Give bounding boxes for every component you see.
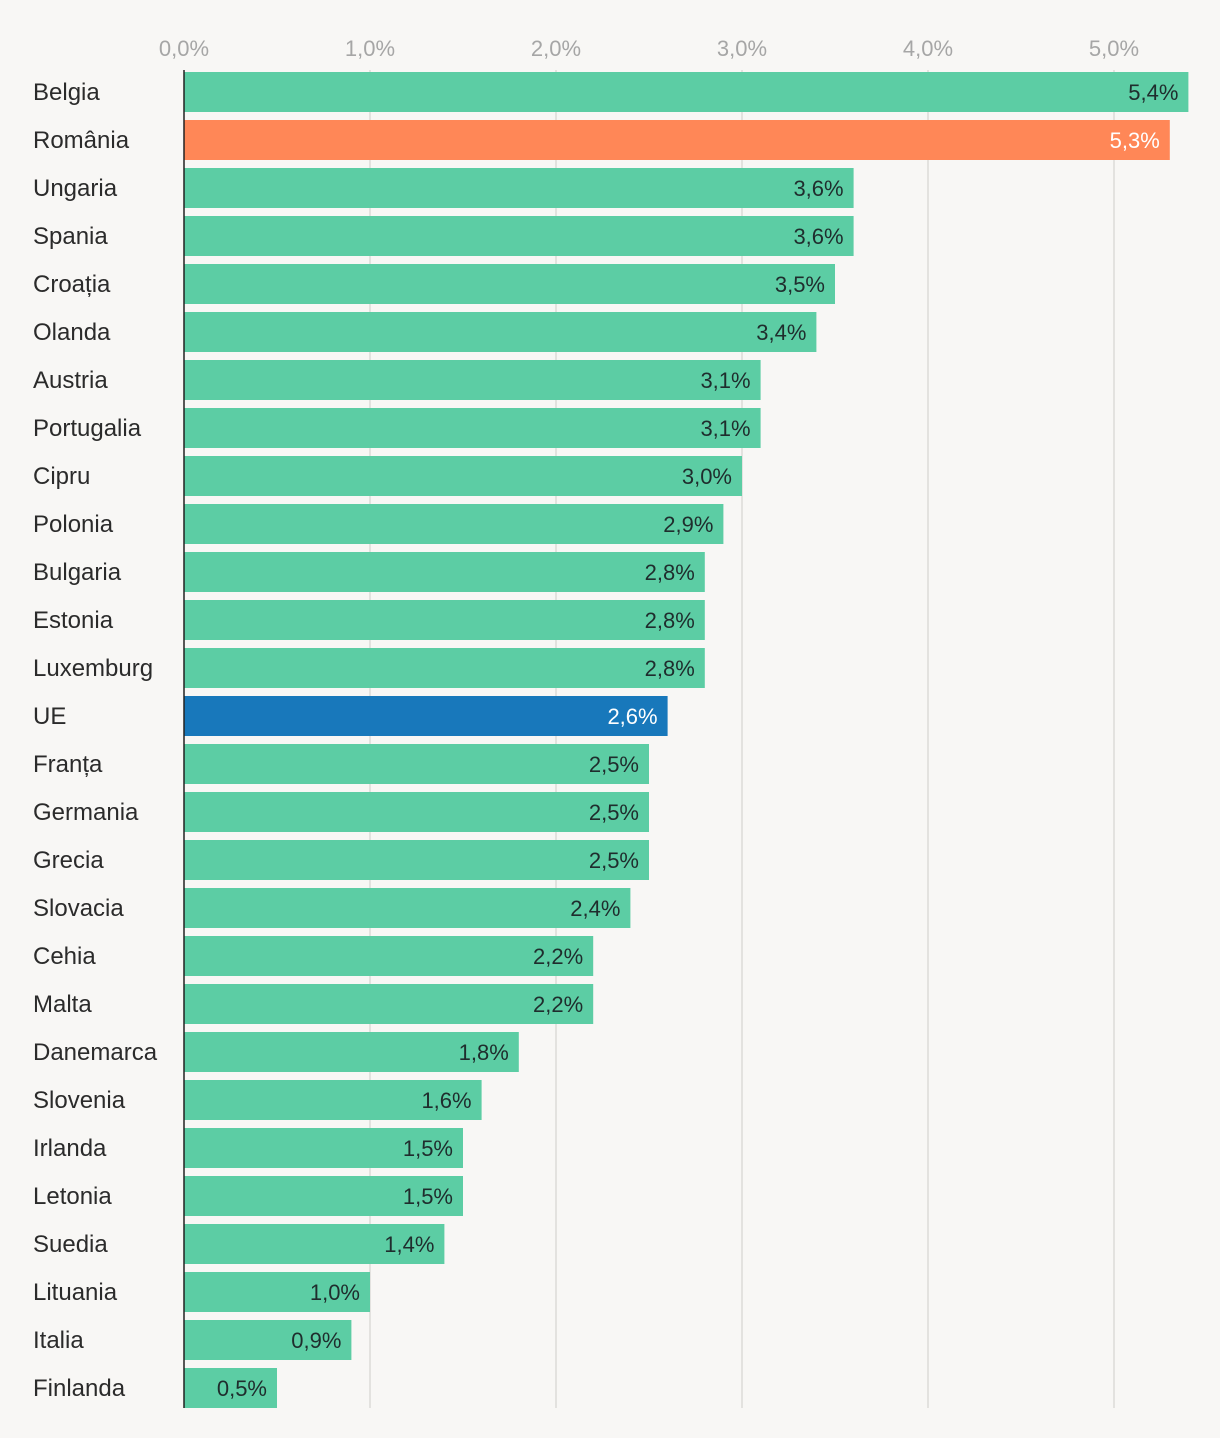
value-label: 0,9% — [291, 1328, 341, 1353]
bar-cipru — [184, 456, 742, 496]
bar-finlanda — [184, 1368, 277, 1408]
category-label: Cehia — [33, 943, 96, 970]
bar-romania — [184, 120, 1170, 160]
value-label: 1,0% — [310, 1280, 360, 1305]
value-label: 2,9% — [663, 512, 713, 537]
category-label: Italia — [33, 1327, 84, 1354]
value-label: 3,6% — [793, 176, 843, 201]
value-label: 2,5% — [589, 848, 639, 873]
value-label: 1,4% — [384, 1232, 434, 1257]
value-label: 2,2% — [533, 944, 583, 969]
bar-slovacia — [184, 888, 631, 928]
category-label: Olanda — [33, 319, 111, 346]
value-label: 2,4% — [570, 896, 620, 921]
bars — [184, 72, 1189, 1408]
category-label: Grecia — [33, 847, 104, 874]
bar-portugalia — [184, 408, 761, 448]
category-label: Slovacia — [33, 895, 124, 922]
category-label: Spania — [33, 223, 108, 250]
category-label: Bulgaria — [33, 559, 122, 586]
value-label: 2,2% — [533, 992, 583, 1017]
category-label: Malta — [33, 991, 92, 1018]
category-label: Lituania — [33, 1279, 118, 1306]
category-label: Luxemburg — [33, 655, 153, 682]
bar-malta — [184, 984, 594, 1024]
category-label: Suedia — [33, 1231, 108, 1258]
bar-irlanda — [184, 1128, 463, 1168]
value-label: 0,5% — [217, 1376, 267, 1401]
value-label: 3,6% — [793, 224, 843, 249]
category-label: Slovenia — [33, 1087, 126, 1114]
category-label: Estonia — [33, 607, 114, 634]
value-label: 1,8% — [459, 1040, 509, 1065]
bar-franta — [184, 744, 649, 784]
value-label: 5,4% — [1128, 80, 1178, 105]
value-label: 3,1% — [700, 368, 750, 393]
category-label: Belgia — [33, 79, 100, 106]
x-tick-label: 5,0% — [1089, 36, 1139, 61]
value-label: 1,5% — [403, 1136, 453, 1161]
bar-bulgaria — [184, 552, 705, 592]
bar-slovenia — [184, 1080, 482, 1120]
category-label: Germania — [33, 799, 139, 826]
value-label: 3,5% — [775, 272, 825, 297]
category-label: Austria — [33, 367, 108, 394]
value-label: 1,5% — [403, 1184, 453, 1209]
bar-letonia — [184, 1176, 463, 1216]
category-label: UE — [33, 703, 66, 730]
x-tick-label: 4,0% — [903, 36, 953, 61]
bar-olanda — [184, 312, 817, 352]
category-label: Irlanda — [33, 1135, 107, 1162]
category-label: România — [33, 127, 130, 154]
x-tick-label: 2,0% — [531, 36, 581, 61]
bar-spania — [184, 216, 854, 256]
bar-suedia — [184, 1224, 445, 1264]
value-label: 3,4% — [756, 320, 806, 345]
bar-estonia — [184, 600, 705, 640]
category-label: Portugalia — [33, 415, 142, 442]
bar-austria — [184, 360, 761, 400]
category-label: Letonia — [33, 1183, 112, 1210]
category-labels: Belgia România Ungaria Spania Croația Olanda A… — [33, 79, 158, 1402]
value-label: 2,5% — [589, 752, 639, 777]
value-label: 3,0% — [682, 464, 732, 489]
bar-belgia — [184, 72, 1189, 112]
bar-grecia — [184, 840, 649, 880]
bar-danemarca — [184, 1032, 519, 1072]
value-labels: 5,4%5,3%3,6%3,6%3,5%3,4%3,1%3,1%3,0%2,9%… — [217, 80, 1179, 1401]
category-label: Finlanda — [33, 1375, 126, 1402]
value-label: 2,8% — [645, 560, 695, 585]
bar-ue — [184, 696, 668, 736]
bar-italia — [184, 1320, 352, 1360]
category-label: Croația — [33, 271, 111, 298]
x-tick-label: 3,0% — [717, 36, 767, 61]
value-label: 1,6% — [421, 1088, 471, 1113]
x-tick-labels: 0,0% 1,0% 2,0% 3,0% 4,0% 5,0% — [159, 36, 1139, 61]
x-tick-label: 1,0% — [345, 36, 395, 61]
category-label: Ungaria — [33, 175, 118, 202]
value-label: 2,8% — [645, 608, 695, 633]
bar-ungaria — [184, 168, 854, 208]
category-label: Danemarca — [33, 1039, 158, 1066]
bar-germania — [184, 792, 649, 832]
value-label: 5,3% — [1110, 128, 1160, 153]
category-label: Cipru — [33, 463, 90, 490]
bar-lituania — [184, 1272, 370, 1312]
x-tick-label: 0,0% — [159, 36, 209, 61]
category-label: Franța — [33, 751, 103, 778]
bar-luxemburg — [184, 648, 705, 688]
bar-croatia — [184, 264, 835, 304]
value-label: 2,5% — [589, 800, 639, 825]
bar-polonia — [184, 504, 724, 544]
category-label: Polonia — [33, 511, 114, 538]
value-label: 3,1% — [700, 416, 750, 441]
bar-cehia — [184, 936, 594, 976]
value-label: 2,8% — [645, 656, 695, 681]
value-label: 2,6% — [607, 704, 657, 729]
